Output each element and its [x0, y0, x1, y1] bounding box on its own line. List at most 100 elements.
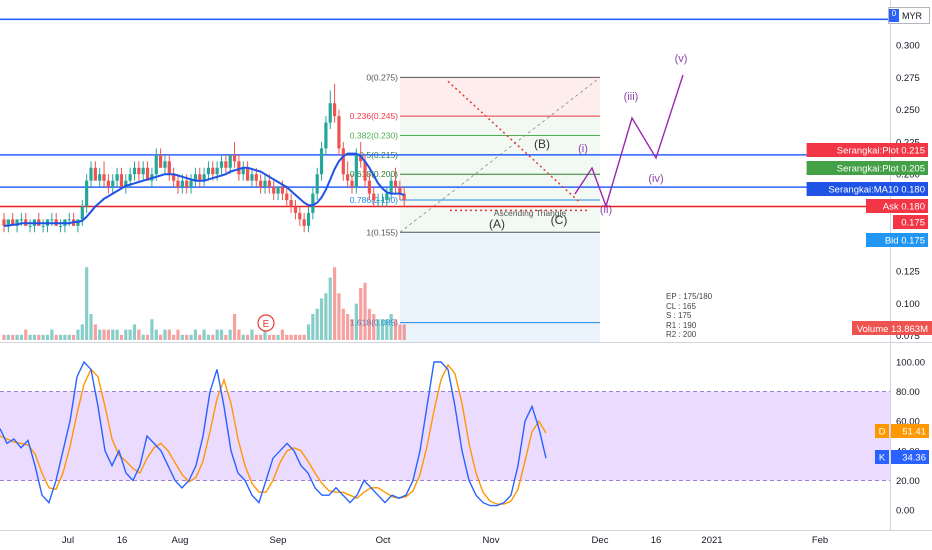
candle-body	[367, 180, 371, 194]
stoch-k-line	[0, 360, 547, 507]
candle-body	[302, 219, 306, 226]
time-tick-label: 16	[651, 535, 662, 546]
volume-bar	[111, 329, 115, 340]
volume-bar	[311, 314, 315, 340]
candle-body	[211, 167, 215, 175]
candle-body	[280, 187, 284, 194]
volume-bar	[393, 319, 398, 340]
candle-body	[276, 187, 280, 194]
currency-selector[interactable]: 0 MYR	[888, 7, 930, 24]
volume-bar	[224, 334, 228, 340]
elliott-wave-projection	[574, 74, 684, 209]
volume-bar	[289, 334, 293, 340]
time-tick-label: 2021	[701, 535, 722, 546]
volume-bar	[333, 267, 337, 340]
volume-bar	[315, 308, 319, 340]
price-tick-label: 0.200	[896, 170, 920, 181]
price-tag-label: Serangkai:Plot 0.205	[837, 164, 925, 175]
candle-body	[393, 180, 398, 188]
candle-body	[350, 180, 354, 188]
volume-bar	[58, 334, 63, 340]
volume-bar	[219, 329, 224, 340]
stoch-band	[0, 391, 890, 481]
volume-bar	[128, 329, 132, 340]
volume-bar	[102, 329, 106, 340]
volume-bar	[72, 334, 76, 340]
stoch-tag-prefix-bg	[875, 424, 889, 438]
stoch-tag-label: 34.36	[902, 453, 926, 464]
time-tick-label: 16	[117, 535, 128, 546]
wave-label: (ii)	[600, 204, 612, 216]
volume-bar	[24, 329, 28, 340]
price-tag-bg	[866, 233, 928, 247]
candle-body	[202, 174, 206, 181]
stochastic-pane	[0, 360, 890, 507]
annotations: Ascending Triangle (B) (A) (C) (i) (ii) (iii) (…	[257, 53, 688, 332]
candle-body	[198, 174, 202, 181]
volume-bar	[176, 329, 180, 340]
stoch-tick-label: 20.00	[896, 476, 920, 487]
volume-bar	[337, 293, 341, 340]
price-tick-label: 0.125	[896, 267, 920, 278]
candle-body	[398, 187, 402, 194]
candle-body	[19, 219, 23, 221]
wave-label: (v)	[675, 53, 688, 65]
volume-bar	[241, 334, 245, 340]
candle-body	[337, 116, 341, 149]
volume-bar	[185, 334, 189, 340]
volume-bar	[132, 324, 137, 340]
candle-body	[50, 219, 54, 221]
stoch-tag-label: 51.41	[902, 427, 926, 438]
volume-bar	[198, 334, 202, 340]
price-tag-bg	[866, 199, 928, 213]
time-tick-label: Sep	[270, 535, 287, 546]
volume-bar	[380, 319, 385, 340]
volume-bar	[280, 329, 284, 340]
candle-body	[254, 174, 258, 181]
time-tick-label: Dec	[592, 535, 609, 546]
candle-body	[354, 154, 358, 188]
candle-body	[145, 167, 150, 181]
price-tick-label: 0.075	[896, 331, 920, 342]
candle-body	[289, 200, 293, 207]
volume-bar	[54, 334, 58, 340]
candle-body	[267, 180, 271, 188]
candle-body	[119, 174, 124, 188]
candle-body	[98, 174, 102, 181]
candle-body	[285, 193, 289, 201]
volume-bar	[119, 334, 124, 340]
price-candles	[2, 83, 406, 233]
candle-body	[237, 161, 241, 175]
wave-label: (A)	[489, 217, 505, 231]
volume-bar	[63, 334, 67, 340]
candle-body	[315, 174, 319, 194]
price-tick-label: 0.300	[896, 41, 920, 52]
candle-body	[306, 212, 311, 226]
candle-body	[176, 180, 180, 188]
fib-zone-top	[400, 77, 600, 117]
volume-bar	[215, 329, 219, 340]
price-tick-label: 0.250	[896, 105, 920, 116]
horizontal-lines	[0, 18, 890, 208]
candle-body	[189, 180, 193, 188]
volume-bar	[359, 288, 363, 340]
volume-bar	[11, 334, 15, 340]
price-labels: Serangkai:Plot 0.215 Serangkai:Plot 0.205…	[806, 143, 932, 464]
candle-body	[102, 174, 106, 181]
volume-bar	[298, 334, 302, 340]
volume-bar	[28, 334, 32, 340]
volume-bar	[50, 329, 54, 340]
s-line: S : 175	[666, 311, 692, 321]
fib-level-label: 1(0.155)	[366, 227, 398, 237]
candle-body	[328, 103, 332, 123]
wave-label: (B)	[534, 137, 550, 151]
candle-body	[89, 167, 93, 181]
volume-bar	[180, 334, 184, 340]
volume-bar	[389, 314, 393, 340]
volume-bar	[98, 329, 102, 340]
volume-bar	[124, 329, 128, 340]
candle-body	[311, 193, 315, 213]
currency-label: MYR	[902, 10, 922, 21]
candle-body	[2, 219, 6, 226]
